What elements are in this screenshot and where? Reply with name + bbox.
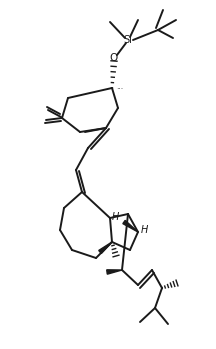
- Text: ···: ···: [116, 86, 123, 95]
- Polygon shape: [123, 220, 138, 232]
- Text: H: H: [140, 225, 148, 235]
- Text: Si: Si: [124, 35, 132, 45]
- Polygon shape: [99, 242, 112, 253]
- Text: O: O: [110, 53, 118, 63]
- Text: H: H: [111, 212, 119, 222]
- Polygon shape: [107, 270, 122, 274]
